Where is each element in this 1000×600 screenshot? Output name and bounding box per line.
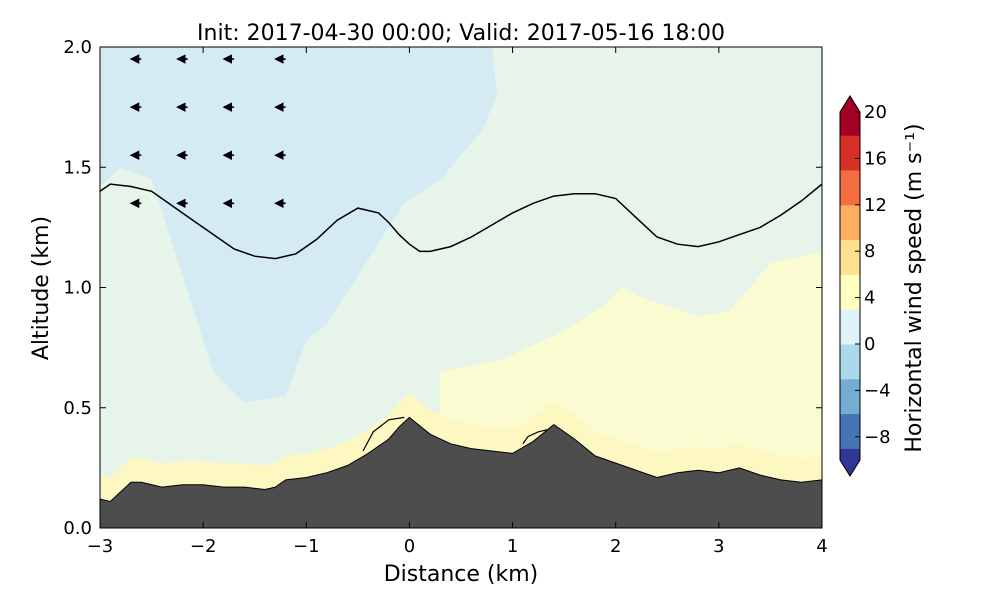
- near-ground-yellow-band: [100, 393, 822, 502]
- colorbar-tick-label: 0: [864, 334, 875, 355]
- x-tick-label: 3: [713, 536, 724, 557]
- colorbar-segment: [840, 413, 860, 426]
- chart-title: Init: 2017-04-30 00:00; Valid: 2017-05-1…: [197, 21, 725, 46]
- colorbar-segment: [840, 320, 860, 333]
- colorbar-segment: [840, 181, 860, 194]
- colorbar-tick-label: −4: [864, 380, 891, 401]
- colorbar-segment: [840, 146, 860, 159]
- y-tick-label: 0.5: [63, 398, 92, 419]
- colorbar-tick-label: 20: [864, 102, 887, 123]
- colorbar-label: Horizontal wind speed (m s⁻¹): [902, 123, 927, 452]
- colorbar-segment: [840, 355, 860, 368]
- x-tick-label: −1: [293, 536, 320, 557]
- colorbar-segment: [840, 390, 860, 403]
- x-tick-label: −2: [190, 536, 217, 557]
- terrain: [100, 416, 822, 528]
- x-tick-label: 0: [404, 536, 415, 557]
- colorbar-segment: [840, 332, 860, 345]
- colorbar-segment: [840, 274, 860, 287]
- colorbar-segment: [840, 425, 860, 438]
- colorbar-segment: [840, 286, 860, 299]
- colorbar-extend-min: [840, 460, 860, 476]
- y-tick-label: 2.0: [63, 37, 92, 58]
- x-tick-label: 4: [816, 536, 827, 557]
- colorbar-segment: [840, 239, 860, 252]
- colorbar-segment: [840, 309, 860, 322]
- colorbar-tick-label: −8: [864, 427, 891, 448]
- colorbar-segment: [840, 436, 860, 449]
- y-axis: 0.0 0.5 1.0 1.5 2.0: [63, 37, 822, 539]
- colorbar-segment: [840, 123, 860, 136]
- x-tick-label: 2: [610, 536, 621, 557]
- colorbar-tick-label: 16: [864, 148, 887, 169]
- colorbar-segment: [840, 344, 860, 357]
- colorbar-segment: [840, 378, 860, 391]
- y-tick-label: 0.0: [63, 518, 92, 539]
- colorbar-segment: [840, 402, 860, 415]
- x-axis-label: Distance (km): [384, 562, 539, 587]
- x-tick-label: 1: [507, 536, 518, 557]
- colorbar-segment: [840, 112, 860, 125]
- colorbar-tick-label: 4: [864, 288, 875, 309]
- plot-area: [100, 47, 822, 528]
- colorbar-segment: [840, 262, 860, 275]
- colorbar-extend-max: [840, 96, 860, 112]
- y-axis-label: Altitude (km): [29, 216, 54, 360]
- zero-wind-contour: [100, 183, 822, 260]
- colorbar-segment: [840, 204, 860, 217]
- colorbar-segment: [840, 297, 860, 310]
- upper-left-blue-region: [100, 47, 498, 403]
- colorbar-segment: [840, 367, 860, 380]
- x-tick-label: −3: [87, 536, 114, 557]
- colorbar-segment: [840, 170, 860, 183]
- colorbar-segment: [840, 135, 860, 148]
- colorbar-tick-label: 8: [864, 241, 875, 262]
- colorbar-segment: [840, 228, 860, 241]
- wind-vector-layer: [129, 54, 286, 209]
- colorbar-segment: [840, 448, 860, 461]
- colorbar-tick-label: 12: [864, 195, 887, 216]
- y-tick-label: 1.5: [63, 157, 92, 178]
- x-axis: −3 −2 −1 0 1 2 3 4: [87, 47, 828, 557]
- y-tick-label: 1.0: [63, 278, 92, 299]
- colorbar: −8 −4 0 4 8 12 16 20: [839, 95, 891, 477]
- small-contours: [362, 416, 549, 452]
- colorbar-segment: [840, 193, 860, 206]
- colorbar-outline: [839, 95, 861, 477]
- small-contour: [522, 428, 549, 445]
- colorbar-segment: [840, 251, 860, 264]
- colorbar-segment: [840, 158, 860, 171]
- small-contour: [362, 416, 405, 452]
- colorbar-segment: [840, 216, 860, 229]
